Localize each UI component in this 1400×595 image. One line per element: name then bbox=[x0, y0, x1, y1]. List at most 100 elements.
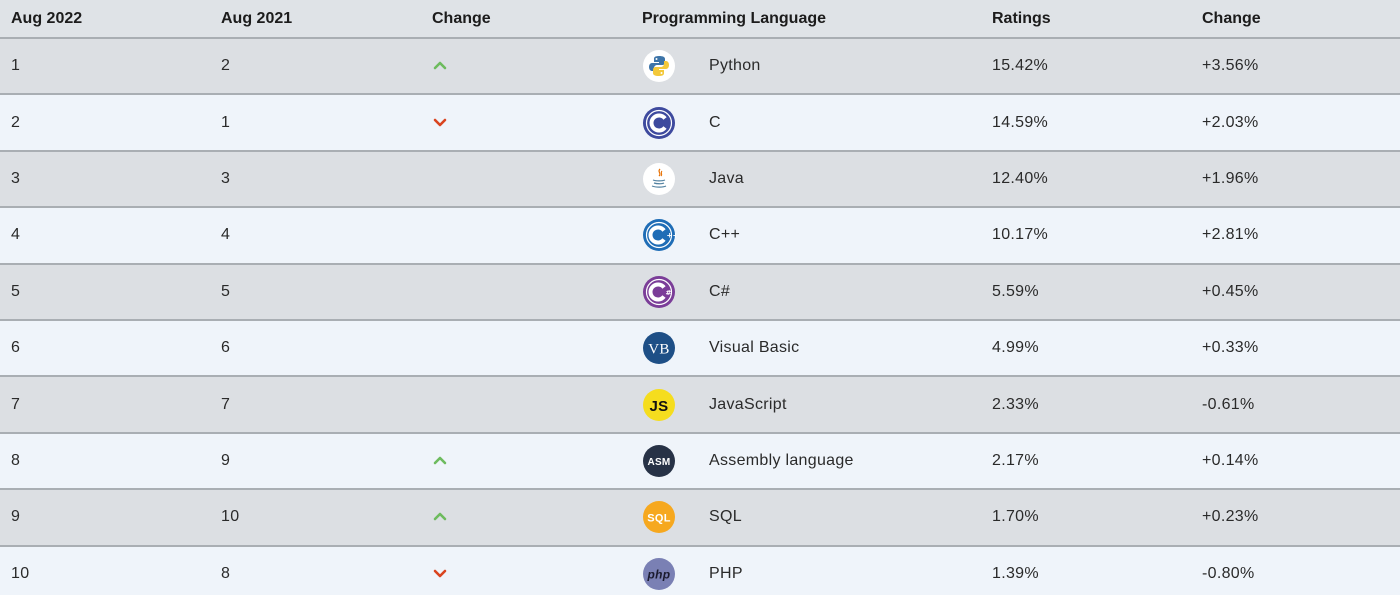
table-row: 4 4 ++ C++ 10.17% +2.81% bbox=[0, 207, 1400, 265]
previous-rank: 6 bbox=[210, 319, 421, 378]
rating-value: 4.99% bbox=[981, 319, 1191, 378]
csharp-logo-icon: # bbox=[642, 275, 700, 309]
current-rank: 6 bbox=[0, 319, 210, 378]
rank-change bbox=[421, 432, 631, 491]
python-logo-icon bbox=[642, 49, 700, 83]
language-logo bbox=[631, 38, 700, 96]
language-logo: # bbox=[631, 263, 700, 321]
language-name: C# bbox=[700, 263, 981, 321]
rating-value: 1.70% bbox=[981, 489, 1191, 547]
arrow-down-icon bbox=[432, 114, 447, 131]
rating-change-value: +1.96% bbox=[1191, 150, 1400, 209]
current-rank: 10 bbox=[0, 545, 210, 595]
c-logo-icon bbox=[642, 106, 700, 140]
svg-text:#: # bbox=[666, 289, 672, 297]
rating-change-value: +0.23% bbox=[1191, 489, 1400, 547]
rating-change-value: -0.80% bbox=[1191, 545, 1400, 595]
table-row: 10 8 php PHP 1.39% -0.80% bbox=[0, 545, 1400, 595]
current-rank: 5 bbox=[0, 263, 210, 321]
rank-change bbox=[421, 207, 631, 265]
language-name: Python bbox=[700, 38, 981, 96]
language-name: C++ bbox=[700, 207, 981, 265]
arrow-up-icon bbox=[432, 452, 447, 469]
language-logo: php bbox=[631, 545, 700, 595]
language-logo: ++ bbox=[631, 207, 700, 265]
language-name: Java bbox=[700, 150, 981, 209]
table-header-row: Aug 2022 Aug 2021 Change Programming Lan… bbox=[0, 0, 1400, 39]
current-rank: 2 bbox=[0, 94, 210, 152]
previous-rank: 2 bbox=[210, 38, 421, 96]
rank-change bbox=[421, 38, 631, 96]
language-logo: ASM bbox=[631, 432, 700, 491]
table-row: 9 10 SQL SQL 1.70% +0.23% bbox=[0, 489, 1400, 547]
arrow-up-icon bbox=[432, 57, 447, 74]
rank-change bbox=[421, 94, 631, 152]
rank-change bbox=[421, 376, 631, 434]
language-logo bbox=[631, 94, 700, 152]
svg-text:++: ++ bbox=[667, 232, 677, 240]
current-rank: 4 bbox=[0, 207, 210, 265]
current-rank: 8 bbox=[0, 432, 210, 491]
arrow-up-icon bbox=[432, 508, 447, 525]
header-rating-change: Change bbox=[1191, 0, 1400, 39]
rank-change bbox=[421, 263, 631, 321]
previous-rank: 1 bbox=[210, 94, 421, 152]
previous-rank: 9 bbox=[210, 432, 421, 491]
table-row: 1 2 Python 15.42% +3.56% bbox=[0, 38, 1400, 96]
table-row: 7 7 JS JavaScript 2.33% -0.61% bbox=[0, 376, 1400, 434]
table-row: 6 6 VB Visual Basic 4.99% +0.33% bbox=[0, 319, 1400, 378]
language-name: PHP bbox=[700, 545, 981, 595]
sql-logo-icon: SQL bbox=[642, 500, 700, 534]
visual-basic-logo-icon: VB bbox=[642, 331, 700, 365]
current-rank: 7 bbox=[0, 376, 210, 434]
rating-change-value: +0.45% bbox=[1191, 263, 1400, 321]
table-row: 8 9 ASM Assembly language 2.17% +0.14% bbox=[0, 432, 1400, 491]
current-rank: 9 bbox=[0, 489, 210, 547]
svg-text:VB: VB bbox=[648, 342, 669, 358]
previous-rank: 3 bbox=[210, 150, 421, 209]
header-current-rank: Aug 2022 bbox=[0, 0, 210, 39]
php-logo-icon: php bbox=[642, 557, 700, 591]
javascript-logo-icon: JS bbox=[642, 388, 700, 422]
svg-text:ASM: ASM bbox=[647, 457, 670, 468]
table-row: 5 5 # C# 5.59% +0.45% bbox=[0, 263, 1400, 321]
previous-rank: 8 bbox=[210, 545, 421, 595]
rating-value: 5.59% bbox=[981, 263, 1191, 321]
arrow-down-icon bbox=[432, 565, 447, 582]
svg-text:SQL: SQL bbox=[647, 513, 671, 525]
java-logo-icon bbox=[642, 162, 700, 196]
header-language: Programming Language bbox=[631, 0, 981, 39]
language-name: C bbox=[700, 94, 981, 152]
header-ratings: Ratings bbox=[981, 0, 1191, 39]
language-logo: JS bbox=[631, 376, 700, 434]
language-name: SQL bbox=[700, 489, 981, 547]
current-rank: 1 bbox=[0, 38, 210, 96]
rating-change-value: +3.56% bbox=[1191, 38, 1400, 96]
language-name: JavaScript bbox=[700, 376, 981, 434]
language-logo: SQL bbox=[631, 489, 700, 547]
previous-rank: 7 bbox=[210, 376, 421, 434]
previous-rank: 10 bbox=[210, 489, 421, 547]
rank-change bbox=[421, 319, 631, 378]
language-logo: VB bbox=[631, 319, 700, 378]
header-rank-change: Change bbox=[421, 0, 631, 39]
assembly-logo-icon: ASM bbox=[642, 444, 700, 478]
language-logo bbox=[631, 150, 700, 209]
rating-change-value: +0.14% bbox=[1191, 432, 1400, 491]
rating-value: 14.59% bbox=[981, 94, 1191, 152]
previous-rank: 4 bbox=[210, 207, 421, 265]
rating-value: 15.42% bbox=[981, 38, 1191, 96]
rating-value: 10.17% bbox=[981, 207, 1191, 265]
cpp-logo-icon: ++ bbox=[642, 218, 700, 252]
current-rank: 3 bbox=[0, 150, 210, 209]
rank-change bbox=[421, 489, 631, 547]
rating-value: 12.40% bbox=[981, 150, 1191, 209]
language-name: Visual Basic bbox=[700, 319, 981, 378]
header-previous-rank: Aug 2021 bbox=[210, 0, 421, 39]
rank-change bbox=[421, 545, 631, 595]
svg-text:php: php bbox=[647, 567, 671, 581]
rating-value: 2.33% bbox=[981, 376, 1191, 434]
table-row: 2 1 C 14.59% +2.03% bbox=[0, 94, 1400, 152]
rating-change-value: +2.03% bbox=[1191, 94, 1400, 152]
